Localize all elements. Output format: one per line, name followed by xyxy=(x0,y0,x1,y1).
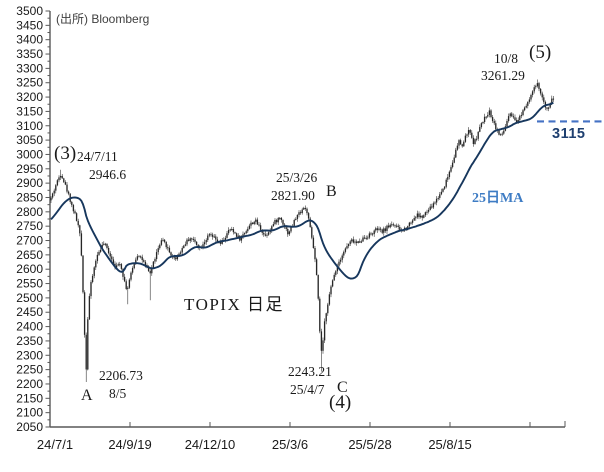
point-c-label: C xyxy=(337,379,348,396)
svg-text:3450: 3450 xyxy=(16,18,43,32)
svg-text:3050: 3050 xyxy=(16,133,43,147)
svg-text:2700: 2700 xyxy=(16,234,43,248)
svg-text:2250: 2250 xyxy=(16,363,43,377)
svg-text:24/9/19: 24/9/19 xyxy=(108,437,151,452)
ma-line xyxy=(50,101,554,280)
wave-3-label: (3) xyxy=(54,143,77,164)
candlestick-series xyxy=(50,79,555,383)
svg-text:3150: 3150 xyxy=(16,104,43,118)
svg-text:25/3/6: 25/3/6 xyxy=(272,437,308,452)
svg-text:2200: 2200 xyxy=(16,377,43,391)
peak3-date: 10/8 xyxy=(494,51,519,66)
svg-text:2900: 2900 xyxy=(16,176,43,190)
svg-text:2600: 2600 xyxy=(16,262,43,276)
svg-text:2500: 2500 xyxy=(16,291,43,305)
svg-text:2100: 2100 xyxy=(16,406,43,420)
svg-text:3500: 3500 xyxy=(16,4,43,18)
svg-text:3100: 3100 xyxy=(16,119,43,133)
reference-level-label: 3115 xyxy=(552,126,586,142)
svg-text:2650: 2650 xyxy=(16,248,43,262)
x-axis: 24/7/1 24/9/19 24/12/10 25/3/6 25/5/28 25/8/1… xyxy=(37,421,566,452)
low1-date: 8/5 xyxy=(109,386,127,401)
y-axis: 3500345034003350330032503200315031003050… xyxy=(16,4,51,434)
svg-text:24/7/1: 24/7/1 xyxy=(37,437,73,452)
svg-text:24/12/10: 24/12/10 xyxy=(185,437,236,452)
svg-text:2750: 2750 xyxy=(16,219,43,233)
svg-text:3000: 3000 xyxy=(16,147,43,161)
peak2-date: 25/3/26 xyxy=(276,170,318,185)
low2-date: 25/4/7 xyxy=(290,382,325,397)
point-a-label: A xyxy=(81,387,93,404)
wave-5-label: (5) xyxy=(529,42,552,63)
svg-text:2850: 2850 xyxy=(16,190,43,204)
svg-text:2950: 2950 xyxy=(16,162,43,176)
chart-title: TOPIX 日足 xyxy=(184,295,284,314)
low2-value: 2243.21 xyxy=(288,364,332,379)
low1-value: 2206.73 xyxy=(99,368,143,383)
svg-text:2800: 2800 xyxy=(16,205,43,219)
source-label: (出所) Bloomberg xyxy=(56,12,150,26)
peak3-value: 3261.29 xyxy=(481,68,525,83)
ma-legend-label: 25日MA xyxy=(472,191,524,206)
svg-text:2400: 2400 xyxy=(16,320,43,334)
svg-text:3350: 3350 xyxy=(16,47,43,61)
peak1-date: 24/7/11 xyxy=(77,149,118,164)
point-b-label: B xyxy=(326,183,337,200)
svg-text:2550: 2550 xyxy=(16,277,43,291)
svg-text:25/8/15: 25/8/15 xyxy=(428,437,471,452)
svg-text:2150: 2150 xyxy=(16,391,43,405)
svg-text:3400: 3400 xyxy=(16,33,43,47)
svg-text:3300: 3300 xyxy=(16,61,43,75)
svg-text:2300: 2300 xyxy=(16,348,43,362)
svg-text:3200: 3200 xyxy=(16,90,43,104)
svg-text:3250: 3250 xyxy=(16,76,43,90)
svg-text:2050: 2050 xyxy=(16,420,43,434)
svg-text:2450: 2450 xyxy=(16,305,43,319)
svg-text:25/5/28: 25/5/28 xyxy=(348,437,391,452)
svg-text:2350: 2350 xyxy=(16,334,43,348)
peak2-value: 2821.90 xyxy=(271,188,315,203)
peak1-value: 2946.6 xyxy=(89,167,127,182)
wave-4-label: (4) xyxy=(329,392,352,413)
